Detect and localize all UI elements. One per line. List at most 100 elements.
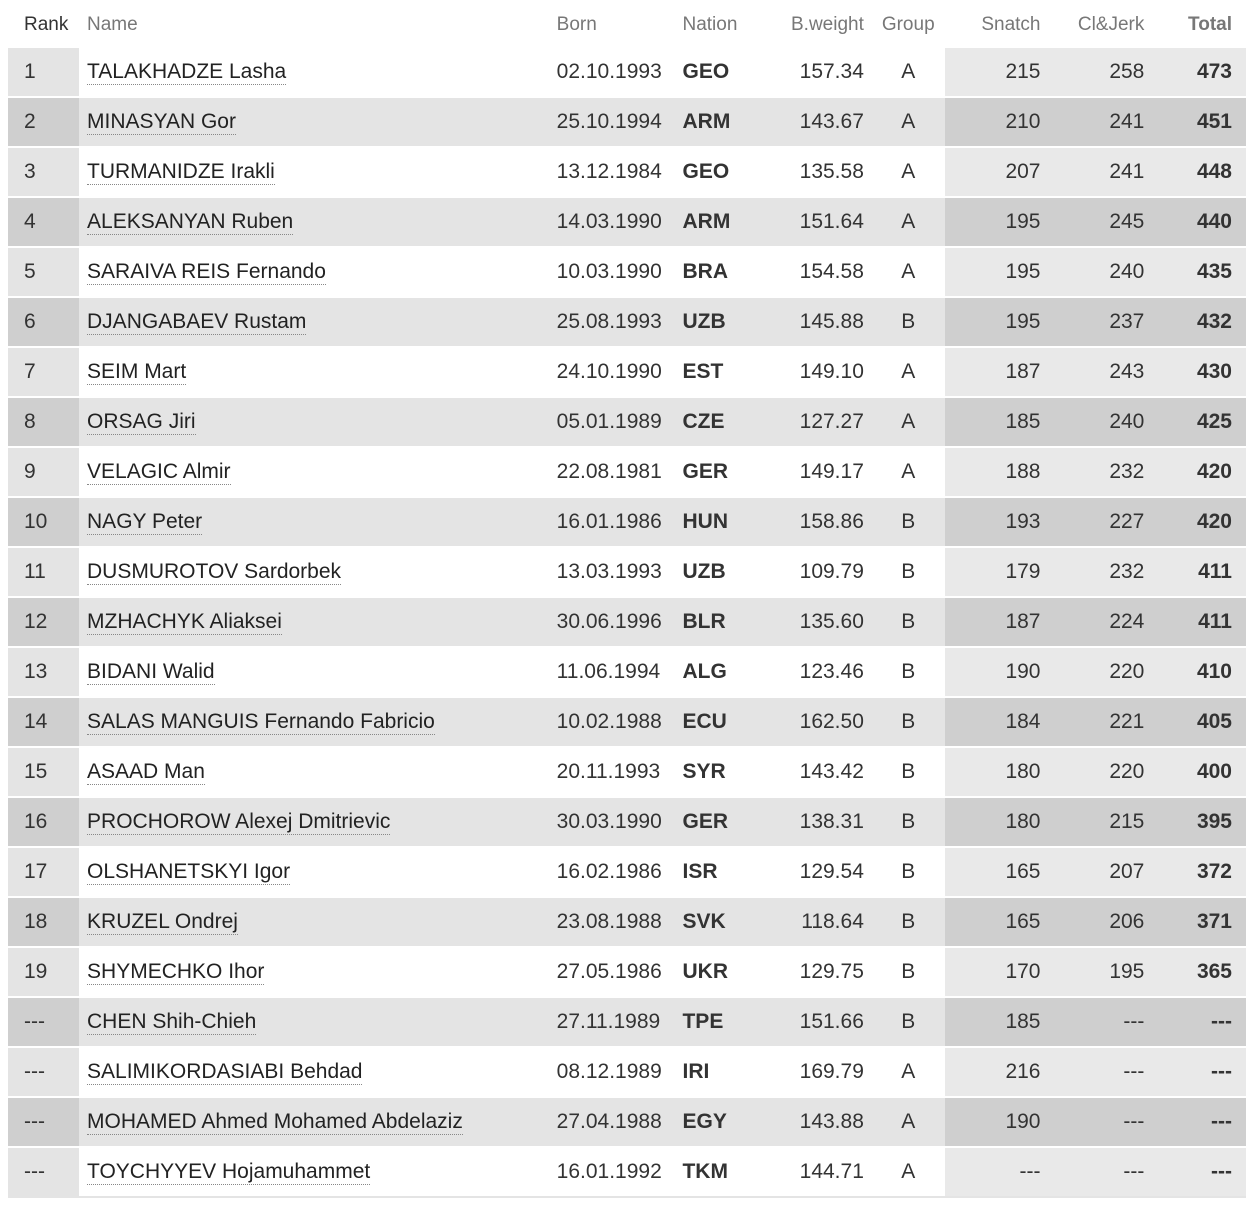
cell-name: NAGY Peter bbox=[79, 496, 549, 546]
cell-total: 410 bbox=[1152, 646, 1246, 696]
cell-born: 10.03.1990 bbox=[549, 246, 675, 296]
cell-born: 14.03.1990 bbox=[549, 196, 675, 246]
cell-nation: BRA bbox=[674, 246, 768, 296]
athlete-link[interactable]: TOYCHYYEV Hojamuhammet bbox=[87, 1160, 370, 1185]
athlete-link[interactable]: SEIM Mart bbox=[87, 360, 186, 385]
athlete-link[interactable]: MINASYAN Gor bbox=[87, 110, 236, 135]
cell-name: SEIM Mart bbox=[79, 346, 549, 396]
cell-bw: 143.88 bbox=[768, 1096, 872, 1146]
col-cljerk[interactable]: Cl&Jerk bbox=[1048, 8, 1152, 46]
cell-snatch: 170 bbox=[945, 946, 1049, 996]
table-header: Rank Name Born Nation B.weight Group Sna… bbox=[8, 8, 1246, 46]
cell-cj: 240 bbox=[1048, 246, 1152, 296]
athlete-link[interactable]: MZHACHYK Aliaksei bbox=[87, 610, 282, 635]
cell-name: VELAGIC Almir bbox=[79, 446, 549, 496]
cell-group: B bbox=[872, 696, 945, 746]
cell-cj: --- bbox=[1048, 1046, 1152, 1096]
col-born[interactable]: Born bbox=[549, 8, 675, 46]
cell-rank: 15 bbox=[8, 746, 79, 796]
athlete-link[interactable]: SALIMIKORDASIABI Behdad bbox=[87, 1060, 362, 1085]
athlete-link[interactable]: DJANGABAEV Rustam bbox=[87, 310, 306, 335]
cell-born: 08.12.1989 bbox=[549, 1046, 675, 1096]
cell-group: B bbox=[872, 796, 945, 846]
cell-bw: 109.79 bbox=[768, 546, 872, 596]
cell-name: SALAS MANGUIS Fernando Fabricio bbox=[79, 696, 549, 746]
cell-bw: 145.88 bbox=[768, 296, 872, 346]
cell-name: ORSAG Jiri bbox=[79, 396, 549, 446]
col-name[interactable]: Name bbox=[79, 8, 549, 46]
cell-cj: --- bbox=[1048, 996, 1152, 1046]
cell-name: MOHAMED Ahmed Mohamed Abdelaziz bbox=[79, 1096, 549, 1146]
cell-bw: 149.10 bbox=[768, 346, 872, 396]
cell-bw: 129.54 bbox=[768, 846, 872, 896]
athlete-link[interactable]: NAGY Peter bbox=[87, 510, 202, 535]
table-row: 6DJANGABAEV Rustam25.08.1993UZB145.88B19… bbox=[8, 296, 1246, 346]
athlete-link[interactable]: KRUZEL Ondrej bbox=[87, 910, 238, 935]
cell-born: 16.01.1992 bbox=[549, 1146, 675, 1198]
table-row: 9VELAGIC Almir22.08.1981GER149.17A188232… bbox=[8, 446, 1246, 496]
cell-rank: --- bbox=[8, 1096, 79, 1146]
cell-bw: 118.64 bbox=[768, 896, 872, 946]
cell-group: A bbox=[872, 396, 945, 446]
table-row: 14SALAS MANGUIS Fernando Fabricio10.02.1… bbox=[8, 696, 1246, 746]
cell-name: TOYCHYYEV Hojamuhammet bbox=[79, 1146, 549, 1198]
cell-born: 30.06.1996 bbox=[549, 596, 675, 646]
cell-snatch: 187 bbox=[945, 346, 1049, 396]
athlete-link[interactable]: ASAAD Man bbox=[87, 760, 205, 785]
athlete-link[interactable]: MOHAMED Ahmed Mohamed Abdelaziz bbox=[87, 1110, 463, 1135]
cell-rank: --- bbox=[8, 996, 79, 1046]
cell-name: BIDANI Walid bbox=[79, 646, 549, 696]
athlete-link[interactable]: PROCHOROW Alexej Dmitrievic bbox=[87, 810, 390, 835]
table-row: 19SHYMECHKO Ihor27.05.1986UKR129.75B1701… bbox=[8, 946, 1246, 996]
cell-name: PROCHOROW Alexej Dmitrievic bbox=[79, 796, 549, 846]
cell-rank: 5 bbox=[8, 246, 79, 296]
cell-total: 372 bbox=[1152, 846, 1246, 896]
athlete-link[interactable]: ORSAG Jiri bbox=[87, 410, 196, 435]
cell-nation: TPE bbox=[674, 996, 768, 1046]
cell-bw: 127.27 bbox=[768, 396, 872, 446]
cell-cj: --- bbox=[1048, 1146, 1152, 1198]
cell-bw: 143.67 bbox=[768, 96, 872, 146]
athlete-link[interactable]: SHYMECHKO Ihor bbox=[87, 960, 264, 985]
cell-snatch: 193 bbox=[945, 496, 1049, 546]
athlete-link[interactable]: OLSHANETSKYI Igor bbox=[87, 860, 290, 885]
cell-snatch: 188 bbox=[945, 446, 1049, 496]
cell-rank: 4 bbox=[8, 196, 79, 246]
cell-snatch: 184 bbox=[945, 696, 1049, 746]
cell-bw: 154.58 bbox=[768, 246, 872, 296]
athlete-link[interactable]: VELAGIC Almir bbox=[87, 460, 231, 485]
cell-bw: 138.31 bbox=[768, 796, 872, 846]
cell-total: 435 bbox=[1152, 246, 1246, 296]
cell-born: 27.05.1986 bbox=[549, 946, 675, 996]
cell-nation: HUN bbox=[674, 496, 768, 546]
col-rank[interactable]: Rank bbox=[8, 8, 79, 46]
col-total[interactable]: Total bbox=[1152, 8, 1246, 46]
cell-cj: 258 bbox=[1048, 46, 1152, 96]
table-row: 1TALAKHADZE Lasha02.10.1993GEO157.34A215… bbox=[8, 46, 1246, 96]
cell-nation: ARM bbox=[674, 196, 768, 246]
cell-rank: --- bbox=[8, 1146, 79, 1198]
cell-nation: GER bbox=[674, 796, 768, 846]
cell-group: A bbox=[872, 346, 945, 396]
cell-group: B bbox=[872, 646, 945, 696]
col-bweight[interactable]: B.weight bbox=[768, 8, 872, 46]
athlete-link[interactable]: TALAKHADZE Lasha bbox=[87, 60, 286, 85]
col-snatch[interactable]: Snatch bbox=[945, 8, 1049, 46]
athlete-link[interactable]: DUSMUROTOV Sardorbek bbox=[87, 560, 341, 585]
athlete-link[interactable]: SALAS MANGUIS Fernando Fabricio bbox=[87, 710, 435, 735]
cell-born: 27.04.1988 bbox=[549, 1096, 675, 1146]
athlete-link[interactable]: TURMANIDZE Irakli bbox=[87, 160, 275, 185]
table-row: 16PROCHOROW Alexej Dmitrievic30.03.1990G… bbox=[8, 796, 1246, 846]
cell-group: B bbox=[872, 746, 945, 796]
athlete-link[interactable]: BIDANI Walid bbox=[87, 660, 215, 685]
table-row: ---CHEN Shih-Chieh27.11.1989TPE151.66B18… bbox=[8, 996, 1246, 1046]
table-row: 3TURMANIDZE Irakli13.12.1984GEO135.58A20… bbox=[8, 146, 1246, 196]
col-group[interactable]: Group bbox=[872, 8, 945, 46]
cell-cj: 240 bbox=[1048, 396, 1152, 446]
cell-nation: ALG bbox=[674, 646, 768, 696]
athlete-link[interactable]: CHEN Shih-Chieh bbox=[87, 1010, 256, 1035]
athlete-link[interactable]: SARAIVA REIS Fernando bbox=[87, 260, 326, 285]
cell-rank: 10 bbox=[8, 496, 79, 546]
col-nation[interactable]: Nation bbox=[674, 8, 768, 46]
athlete-link[interactable]: ALEKSANYAN Ruben bbox=[87, 210, 293, 235]
